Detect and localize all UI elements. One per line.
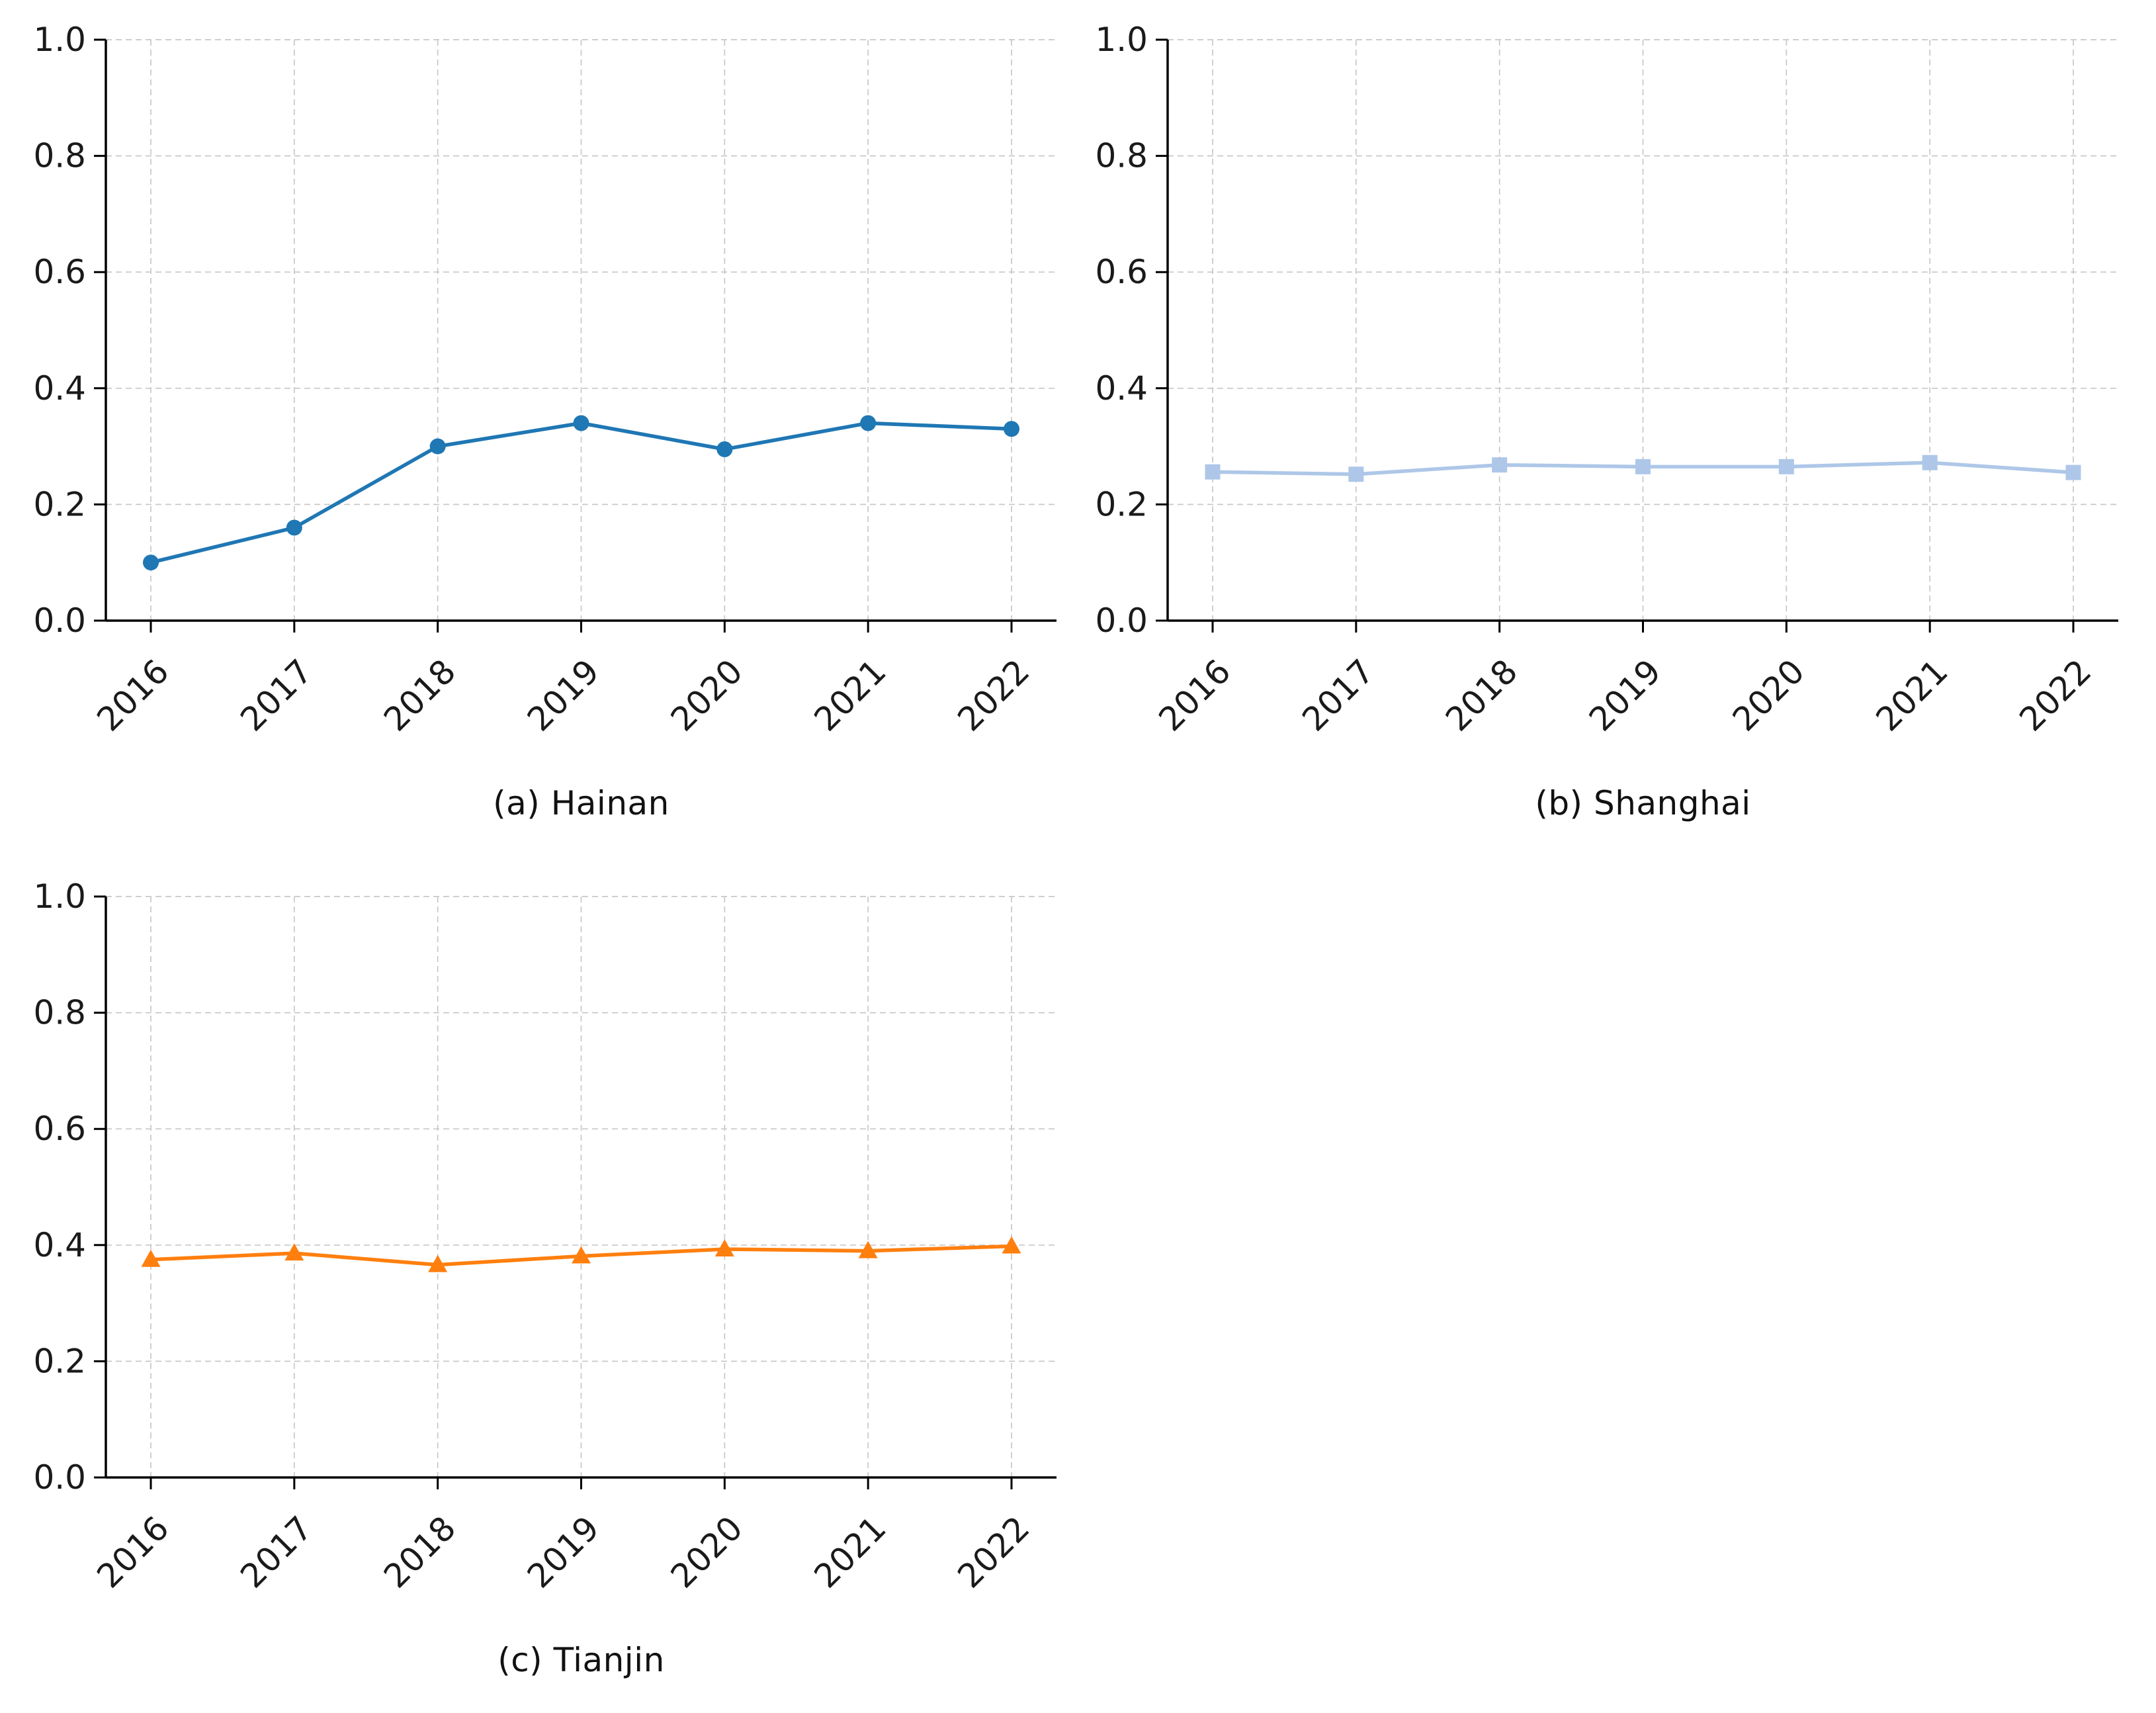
x-tick-label: 2020 xyxy=(1725,652,1812,738)
y-tick-label: 0.0 xyxy=(33,601,86,640)
y-tick-label: 0.8 xyxy=(33,994,86,1032)
y-tick-label: 0.8 xyxy=(33,137,86,175)
y-tick-label: 0.0 xyxy=(33,1458,86,1497)
data-point-marker xyxy=(572,1246,591,1264)
y-tick-label: 0.6 xyxy=(33,253,86,291)
x-tick-label: 2021 xyxy=(1869,652,1956,738)
subplot-tianjin: 0.0 0.2 0.4 0.6 0.8 1.0 2016 2017 2018 2019 2020 20… xyxy=(0,857,1078,1713)
data-point-marker xyxy=(1002,1236,1021,1254)
y-tick-label: 0.2 xyxy=(33,1342,86,1380)
data-point-marker xyxy=(716,441,733,457)
x-tick-label: 2018 xyxy=(1438,652,1525,738)
x-tick-label: 2016 xyxy=(89,652,176,738)
data-point-marker xyxy=(858,1241,878,1258)
x-tick-label: 2022 xyxy=(2012,652,2098,738)
data-point-marker xyxy=(573,415,589,431)
y-tick-label: 1.0 xyxy=(1095,21,1148,59)
y-tick-label: 0.2 xyxy=(33,485,86,523)
data-point-marker xyxy=(860,415,877,431)
x-tick-label: 2017 xyxy=(1295,652,1381,738)
data-point-marker xyxy=(1004,421,1019,437)
x-tick-label: 2017 xyxy=(233,652,320,738)
empty-subplot-cell xyxy=(1062,857,2139,1713)
data-point-marker xyxy=(143,554,159,571)
y-tick-label: 1.0 xyxy=(33,21,86,59)
x-tick-label: 2020 xyxy=(664,1509,750,1595)
data-point-marker xyxy=(1205,464,1221,480)
x-tick-label: 2017 xyxy=(233,1509,320,1595)
hainan-line-chart: 0.0 0.2 0.4 0.6 0.8 1.0 2016 2017 2018 2019 2020 20… xyxy=(33,21,1056,738)
caption-hainan: (a) Hainan xyxy=(493,784,669,822)
y-tick-label: 1.0 xyxy=(33,877,86,916)
y-tick-label: 0.0 xyxy=(1095,601,1148,640)
x-tick-label: 2019 xyxy=(520,652,607,738)
x-tick-label: 2018 xyxy=(376,652,463,738)
y-tick-label: 0.6 xyxy=(1095,253,1148,291)
data-point-marker xyxy=(714,1239,734,1256)
data-point-marker xyxy=(1635,459,1651,474)
y-tick-label: 0.6 xyxy=(33,1110,86,1148)
data-point-marker xyxy=(284,1243,304,1261)
data-point-marker xyxy=(2065,464,2081,480)
subplot-shanghai: 0.0 0.2 0.4 0.6 0.8 1.0 2016 2017 2018 2019 2020 20… xyxy=(1062,0,2139,856)
caption-shanghai: (b) Shanghai xyxy=(1535,784,1751,822)
data-point-marker xyxy=(1778,459,1794,474)
x-tick-label: 2021 xyxy=(807,652,894,738)
shanghai-line-chart: 0.0 0.2 0.4 0.6 0.8 1.0 2016 2017 2018 2019 2020 20… xyxy=(1095,21,2118,738)
data-point-marker xyxy=(1348,466,1364,482)
x-tick-label: 2018 xyxy=(376,1509,463,1595)
x-tick-label: 2019 xyxy=(1582,652,1668,738)
x-tick-label: 2016 xyxy=(89,1509,176,1595)
x-tick-label: 2020 xyxy=(664,652,750,738)
data-point-marker xyxy=(428,1254,448,1272)
data-point-marker xyxy=(1492,457,1508,473)
data-point-marker xyxy=(286,519,302,536)
x-tick-label: 2019 xyxy=(520,1509,607,1595)
x-tick-label: 2016 xyxy=(1151,652,1238,738)
data-point-marker xyxy=(141,1249,161,1267)
y-tick-label: 0.8 xyxy=(1095,137,1148,175)
data-point-marker xyxy=(1922,455,1938,470)
x-tick-label: 2021 xyxy=(807,1509,894,1595)
y-tick-label: 0.4 xyxy=(33,369,86,408)
x-tick-label: 2022 xyxy=(950,652,1037,738)
caption-tianjin: (c) Tianjin xyxy=(497,1641,665,1679)
tianjin-line-chart: 0.0 0.2 0.4 0.6 0.8 1.0 2016 2017 2018 2019 2020 20… xyxy=(33,877,1056,1595)
data-point-marker xyxy=(429,438,446,455)
y-tick-label: 0.4 xyxy=(1095,369,1148,408)
y-tick-label: 0.4 xyxy=(33,1226,86,1264)
y-tick-label: 0.2 xyxy=(1095,485,1148,523)
subplot-hainan: 0.0 0.2 0.4 0.6 0.8 1.0 2016 2017 2018 2019 2020 20… xyxy=(0,0,1078,856)
x-tick-label: 2022 xyxy=(950,1509,1037,1595)
